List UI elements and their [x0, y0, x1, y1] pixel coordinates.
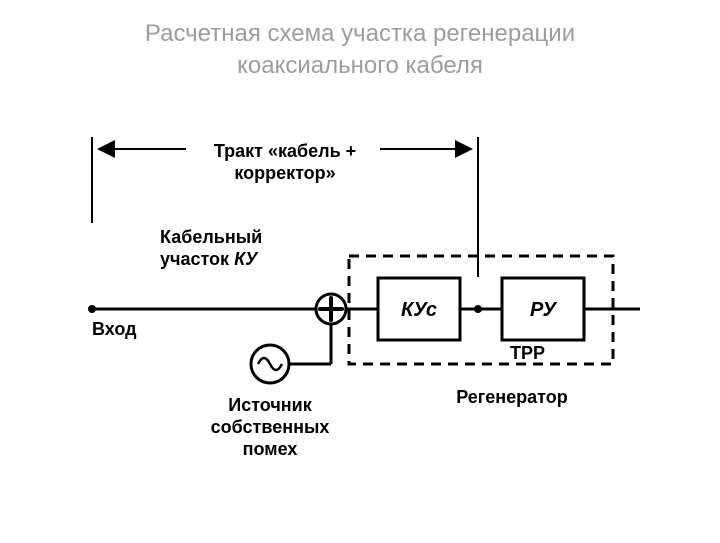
ru-block: РУ	[502, 278, 584, 340]
input-label: Вход	[92, 319, 137, 339]
kus-block: КУс	[378, 278, 460, 340]
kus-label: КУс	[401, 299, 437, 321]
tpp-label: ТРР	[510, 343, 545, 363]
cable-section-label: Кабельный участок КУ	[160, 227, 262, 269]
ru-label: РУ	[530, 299, 558, 321]
noise-l2: собственных	[211, 417, 330, 437]
noise-l1: Источник	[228, 395, 312, 415]
title-line2: коаксиального кабеля	[237, 52, 483, 79]
cable-l1: Кабельный	[160, 227, 262, 247]
diagram-svg: Тракт «кабель + корректор» Кабельный уча…	[0, 83, 720, 543]
regen-label: Регенератор	[456, 387, 568, 407]
noise-source: Источник собственных помех	[211, 324, 331, 459]
svg-text:участок КУ: участок КУ	[160, 249, 259, 269]
bracket-label-2: корректор»	[234, 163, 335, 183]
summing-node	[316, 294, 346, 324]
bracket-label-1: Тракт «кабель +	[214, 141, 356, 161]
cable-l3: КУ	[234, 249, 259, 269]
title-line1: Расчетная схема участка регенерации	[145, 20, 575, 47]
cable-l2: участок	[160, 249, 234, 269]
noise-l3: помех	[243, 439, 298, 459]
